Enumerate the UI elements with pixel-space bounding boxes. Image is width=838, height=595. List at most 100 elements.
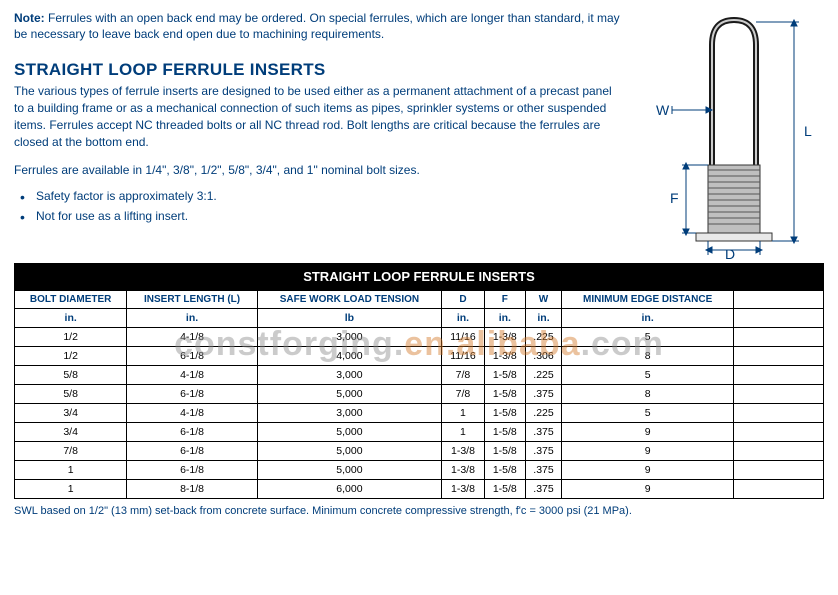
table-cell — [734, 347, 824, 366]
col-header: BOLT DIAMETER — [15, 291, 127, 309]
diagram: W F L — [634, 10, 824, 263]
table-cell: 3,000 — [257, 366, 441, 385]
table-cell: 5/8 — [15, 366, 127, 385]
table-cell: 1-5/8 — [484, 461, 525, 480]
availability-text: Ferrules are available in 1/4", 3/8", 1/… — [14, 163, 624, 177]
section-heading: STRAIGHT LOOP FERRULE INSERTS — [14, 60, 624, 80]
table-cell: 1-3/8 — [484, 347, 525, 366]
table-footnote: SWL based on 1/2" (13 mm) set-back from … — [14, 505, 824, 517]
table-cell: 1-5/8 — [484, 404, 525, 423]
table-cell: 8-1/8 — [127, 480, 257, 499]
table-cell: 6,000 — [257, 480, 441, 499]
table-cell: .375 — [525, 385, 562, 404]
col-header — [734, 291, 824, 309]
table-cell: 1 — [15, 480, 127, 499]
table-unit-row: in. in. lb in. in. in. in. — [15, 309, 824, 328]
table-cell: 1-5/8 — [484, 385, 525, 404]
table-cell: 6-1/8 — [127, 423, 257, 442]
table-cell: 1-3/8 — [442, 480, 485, 499]
col-header: D — [442, 291, 485, 309]
table-cell: 5 — [562, 366, 734, 385]
unit-cell: in. — [484, 309, 525, 328]
col-header: INSERT LENGTH (L) — [127, 291, 257, 309]
table-cell: 8 — [562, 385, 734, 404]
col-header: SAFE WORK LOAD TENSION — [257, 291, 441, 309]
table-cell: 9 — [562, 480, 734, 499]
table-cell: 3/4 — [15, 423, 127, 442]
unit-cell: lb — [257, 309, 441, 328]
table-cell — [734, 385, 824, 404]
table-cell: 5/8 — [15, 385, 127, 404]
table-cell: .375 — [525, 480, 562, 499]
table-cell: 1-5/8 — [484, 423, 525, 442]
table-row: 1/24-1/83,00011/161-3/8.2255 — [15, 328, 824, 347]
table-cell: 1 — [15, 461, 127, 480]
list-item: Not for use as a lifting insert. — [20, 209, 624, 223]
section-description: The various types of ferrule inserts are… — [14, 83, 624, 150]
note-label: Note: — [14, 11, 45, 25]
table-cell — [734, 461, 824, 480]
table-cell: 4,000 — [257, 347, 441, 366]
table-cell: 11/16 — [442, 328, 485, 347]
col-header: W — [525, 291, 562, 309]
table-cell: 1-3/8 — [484, 328, 525, 347]
table-cell: .375 — [525, 423, 562, 442]
table-row: 18-1/86,0001-3/81-5/8.3759 — [15, 480, 824, 499]
table-cell — [734, 442, 824, 461]
table-row: 7/86-1/85,0001-3/81-5/8.3759 — [15, 442, 824, 461]
table-cell: 1-3/8 — [442, 461, 485, 480]
table-cell: 7/8 — [442, 385, 485, 404]
table-cell — [734, 423, 824, 442]
table-cell: 3/4 — [15, 404, 127, 423]
table-cell: 1-5/8 — [484, 366, 525, 385]
table-row: 1/26-1/84,00011/161-3/8.3068 — [15, 347, 824, 366]
table-cell: .306 — [525, 347, 562, 366]
dim-l-label: L — [804, 123, 812, 139]
table-cell — [734, 404, 824, 423]
table-row: 16-1/85,0001-3/81-5/8.3759 — [15, 461, 824, 480]
table-cell: 9 — [562, 442, 734, 461]
table-cell: 5 — [562, 404, 734, 423]
unit-cell: in. — [562, 309, 734, 328]
note-block: Note: Ferrules with an open back end may… — [14, 10, 624, 42]
table-cell: 1/2 — [15, 347, 127, 366]
bullet-list: Safety factor is approximately 3:1. Not … — [14, 189, 624, 223]
col-header: F — [484, 291, 525, 309]
table-cell: 1 — [442, 404, 485, 423]
list-item: Safety factor is approximately 3:1. — [20, 189, 624, 203]
table-cell: 3,000 — [257, 404, 441, 423]
table-cell: 8 — [562, 347, 734, 366]
table-cell: 6-1/8 — [127, 385, 257, 404]
table-cell: 3,000 — [257, 328, 441, 347]
table-cell: 4-1/8 — [127, 404, 257, 423]
table-cell: 4-1/8 — [127, 366, 257, 385]
unit-cell: in. — [525, 309, 562, 328]
unit-cell: in. — [442, 309, 485, 328]
dim-f-label: F — [670, 190, 679, 206]
table-cell: 6-1/8 — [127, 347, 257, 366]
table-title: STRAIGHT LOOP FERRULE INSERTS — [14, 263, 824, 290]
table-cell: 9 — [562, 461, 734, 480]
table-cell: 9 — [562, 423, 734, 442]
unit-cell: in. — [15, 309, 127, 328]
table-row: 3/46-1/85,00011-5/8.3759 — [15, 423, 824, 442]
table-cell: 1-3/8 — [442, 442, 485, 461]
table-cell: .225 — [525, 366, 562, 385]
table-cell: 5,000 — [257, 442, 441, 461]
unit-cell — [734, 309, 824, 328]
dim-w-label: W — [656, 102, 670, 118]
table-cell: 5,000 — [257, 423, 441, 442]
col-header: MINIMUM EDGE DISTANCE — [562, 291, 734, 309]
table-cell: 5 — [562, 328, 734, 347]
table-cell: 5,000 — [257, 385, 441, 404]
table-cell: 6-1/8 — [127, 442, 257, 461]
table-cell: .225 — [525, 328, 562, 347]
table-cell: 6-1/8 — [127, 461, 257, 480]
table-row: 3/44-1/83,00011-5/8.2255 — [15, 404, 824, 423]
table-cell: 5,000 — [257, 461, 441, 480]
table-cell: 1-5/8 — [484, 442, 525, 461]
table-cell — [734, 480, 824, 499]
unit-cell: in. — [127, 309, 257, 328]
table-cell: 1-5/8 — [484, 480, 525, 499]
table-cell: .225 — [525, 404, 562, 423]
